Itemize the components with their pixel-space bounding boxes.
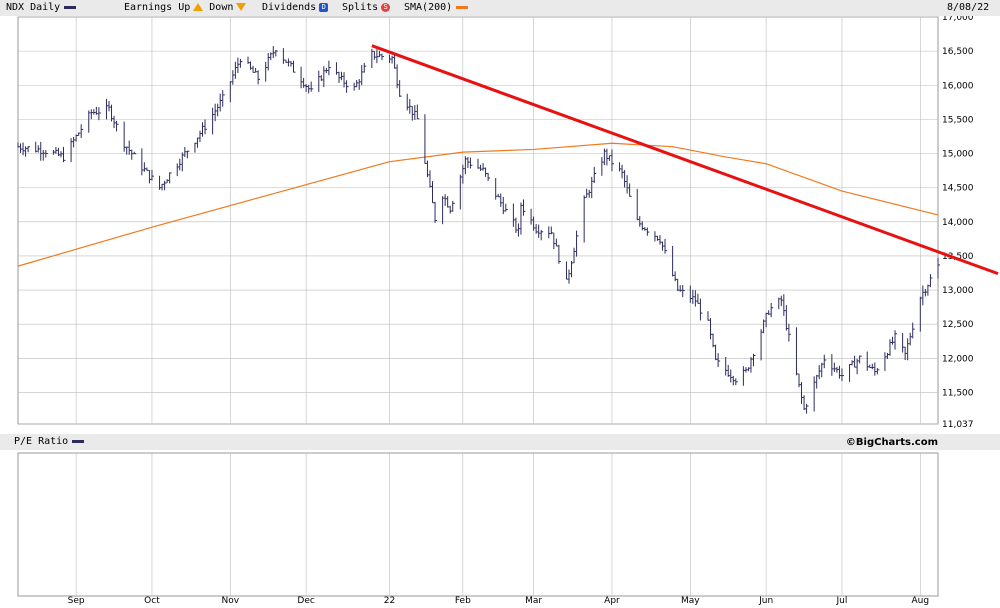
earnings-down-label: Down <box>209 2 234 13</box>
chart-date: 8/08/22 <box>947 2 990 13</box>
x-tick-label: Aug <box>912 596 930 606</box>
price-bars <box>17 46 940 414</box>
dividend-icon: D <box>319 2 329 12</box>
sma-legend: SMA(200) <box>404 2 469 13</box>
price-panel-frame <box>17 16 939 425</box>
y-tick-label: 13,000 <box>942 286 974 296</box>
symbol-legend: NDX Daily <box>6 2 77 13</box>
splits-legend: Splits S <box>342 2 391 13</box>
y-tick-label: 11,037 <box>942 420 974 430</box>
sma-label: SMA(200) <box>404 2 453 13</box>
x-tick-label: Oct <box>144 596 160 606</box>
pe-legend: P/E Ratio <box>14 436 85 447</box>
x-tick-label: Apr <box>604 596 620 606</box>
pe-panel-frame <box>17 452 939 597</box>
y-tick-label: 14,500 <box>942 184 974 194</box>
y-tick-label: 15,500 <box>942 115 974 125</box>
y-tick-label: 15,000 <box>942 150 974 160</box>
dividends-legend: Dividends D <box>262 2 329 13</box>
pe-label: P/E Ratio <box>14 436 69 447</box>
sma-swatch <box>456 5 469 9</box>
split-icon: S <box>381 2 391 12</box>
y-tick-label: 12,000 <box>942 354 974 364</box>
price-swatch <box>64 5 77 9</box>
pe-swatch <box>72 439 85 443</box>
bigcharts-credit: ©BigCharts.com <box>845 437 938 448</box>
dividends-label: Dividends <box>262 2 317 13</box>
symbol-label: NDX Daily <box>6 2 61 13</box>
earnings-legend: Earnings Up Down <box>124 2 247 13</box>
x-tick-label: 22 <box>384 596 395 606</box>
earnings-up-icon <box>193 3 204 11</box>
earnings-label: Earnings <box>124 2 173 13</box>
x-tick-label: Feb <box>455 596 471 606</box>
x-tick-label: Jul <box>836 596 848 606</box>
x-tick-label: Dec <box>297 596 314 606</box>
y-tick-label: 13,500 <box>942 252 974 262</box>
price-header-bar: NDX Daily Earnings Up Down Dividends D Sp… <box>0 0 1000 16</box>
y-tick-label: 12,500 <box>942 320 974 330</box>
y-tick-label: 16,500 <box>942 47 974 57</box>
y-tick-label: 17,000 <box>942 13 974 23</box>
x-tick-label: May <box>681 596 700 606</box>
x-tick-label: Mar <box>525 596 542 606</box>
splits-label: Splits <box>342 2 379 13</box>
trend-line <box>371 44 999 276</box>
x-tick-label: Sep <box>68 596 85 606</box>
sma-200-line <box>17 142 939 267</box>
x-tick-label: Nov <box>222 596 240 606</box>
x-tick-label: Jun <box>758 596 773 606</box>
pe-header-bar: P/E Ratio <box>0 434 1000 450</box>
y-tick-label: 11,500 <box>942 388 974 398</box>
y-tick-label: 14,000 <box>942 218 974 228</box>
y-tick-label: 16,000 <box>942 81 974 91</box>
earnings-up-label: Up <box>178 2 191 13</box>
earnings-down-icon <box>236 3 247 11</box>
